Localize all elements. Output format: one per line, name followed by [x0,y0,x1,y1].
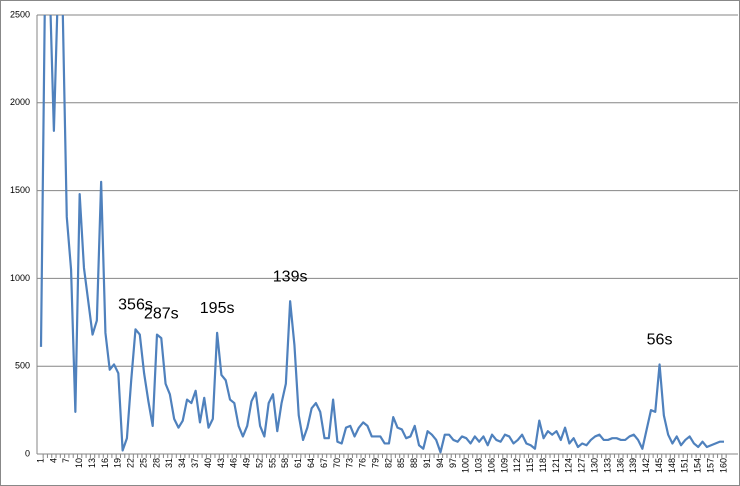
x-tick-label: 79 [370,458,380,468]
x-tick-label: 133 [602,458,612,473]
x-tick-label: 46 [229,458,239,468]
x-tick-label: 136 [615,458,625,473]
annotation: 195s [200,300,235,317]
x-tick-label: 55 [267,458,277,468]
x-tick-label: 112 [512,458,522,472]
x-tick-label: 154 [693,458,703,473]
x-tick-label: 25 [138,458,148,468]
annotation: 56s [647,332,673,349]
x-tick-label: 94 [435,458,445,468]
x-tick-label: 10 [74,458,84,468]
x-tick-label: 76 [358,458,368,468]
x-tick-label: 31 [164,458,174,468]
x-tick-label: 61 [293,458,303,468]
y-tick-label: 1500 [10,185,30,195]
x-tick-label: 82 [383,458,393,468]
x-tick-label: 145 [654,458,664,473]
x-tick-label: 160 [718,458,728,473]
x-tick-label: 142 [641,458,651,473]
x-tick-label: 13 [87,458,97,468]
x-tick-label: 109 [499,458,509,473]
x-tick-label: 4 [48,458,58,463]
x-tick-label: 37 [190,458,200,468]
x-tick-label: 106 [486,458,496,473]
x-tick-label: 103 [474,458,484,473]
x-tick-label: 40 [203,458,213,468]
x-tick-label: 49 [242,458,252,468]
x-tick-label: 91 [422,458,432,468]
x-tick-label: 100 [461,458,471,473]
x-tick-label: 1 [35,458,45,463]
x-tick-label: 85 [396,458,406,468]
x-tick-label: 118 [538,458,548,472]
x-tick-label: 121 [551,458,561,473]
x-tick-label: 52 [254,458,264,468]
x-tick-label: 88 [409,458,419,468]
annotation: 139s [273,268,308,285]
x-tick-label: 58 [280,458,290,468]
x-tick-label: 22 [126,458,136,468]
line-series [39,15,724,454]
x-tick-label: 70 [332,458,342,468]
x-tick-label: 148 [667,458,677,473]
x-tick-label: 34 [177,458,187,468]
x-tick-label: 28 [151,458,161,468]
x-tick-label: 97 [448,458,458,468]
annotation: 356s [118,297,153,314]
x-tick-label: 124 [564,458,574,473]
y-tick-label: 1000 [10,273,30,283]
x-tick-label: 7 [61,458,71,463]
x-tick-label: 115 [525,458,535,472]
x-tick-label: 157 [705,458,715,473]
y-tick-label: 500 [15,361,30,371]
x-tick-label: 73 [345,458,355,468]
x-tick-label: 64 [306,458,316,468]
x-tick-label: 127 [577,458,587,473]
y-tick-label: 0 [25,448,30,458]
x-tick-label: 151 [680,458,690,473]
x-tick-label: 67 [319,458,329,468]
y-tick-label: 2500 [10,9,30,19]
x-tick-label: 19 [113,458,123,468]
x-tick-label: 16 [100,458,110,468]
y-tick-label: 2000 [10,97,30,107]
x-tick-label: 130 [590,458,600,473]
annotation: 287s [144,305,179,322]
x-tick-label: 43 [216,458,226,468]
x-tick-label: 139 [628,458,638,473]
